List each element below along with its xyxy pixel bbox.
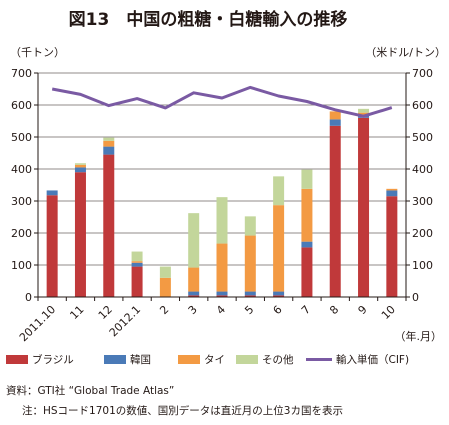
- bar-segment-korea: [273, 291, 285, 296]
- bar-segment-brazil: [216, 295, 228, 297]
- y-left-tick-label: 600: [11, 99, 32, 112]
- bar-segment-others: [216, 197, 228, 244]
- bar-segment-others: [103, 137, 115, 141]
- x-axis-unit: （年.月）: [395, 329, 443, 343]
- bar-segment-brazil: [103, 154, 115, 297]
- bar-segment-brazil: [188, 295, 200, 297]
- y-right-tick-label: 700: [412, 67, 433, 80]
- source-note: 資料：GTI社 “Global Trade Atlas”: [6, 384, 174, 397]
- chart-title: 図13 中国の粗糖・白糖輸入の推移: [69, 9, 348, 30]
- legend: ブラジル 韓国 タイ その他 輸入単価（CIF): [6, 353, 409, 366]
- bar-segment-others: [273, 176, 285, 206]
- y-left-tick-label: 100: [11, 259, 32, 272]
- bar-segment-korea: [244, 291, 256, 296]
- bar-segment-thailand: [358, 112, 370, 116]
- bar-segment-others: [159, 266, 171, 278]
- x-tick-label: 2: [157, 303, 171, 317]
- bar-segment-brazil: [386, 196, 398, 297]
- bar-segment-others: [358, 108, 370, 113]
- legend-swatch-thailand: [178, 355, 200, 364]
- y-right-tick-label: 400: [412, 163, 433, 176]
- x-tick-label: 2012.1: [107, 303, 143, 339]
- bar-segment-thailand: [244, 235, 256, 292]
- y-left-tick-label: 200: [11, 227, 32, 240]
- y-right-tick-label: 300: [412, 195, 433, 208]
- x-tick-label: 7: [299, 303, 313, 317]
- bar-segment-thailand: [216, 243, 228, 292]
- bar-segment-brazil: [301, 247, 313, 297]
- x-tick-label: 8: [327, 303, 341, 317]
- bar-segment-korea: [46, 190, 58, 196]
- legend-label: タイ: [204, 354, 225, 366]
- bar-segment-korea: [301, 241, 313, 248]
- y-right-tick-label: 600: [412, 99, 433, 112]
- y-left-tick-label: 0: [25, 291, 32, 304]
- price-line: [51, 85, 393, 118]
- legend-label: 輸入単価（CIF): [336, 353, 409, 366]
- bar-segment-korea: [386, 190, 398, 197]
- bar-segment-thailand: [103, 140, 115, 147]
- bar-segment-korea: [216, 291, 228, 296]
- legend-swatch-korea: [104, 355, 126, 364]
- left-axis-ticks: 0 100 200 300 400 500 600 700: [11, 67, 32, 304]
- legend-label: ブラジル: [32, 353, 74, 366]
- axes: [34, 72, 410, 301]
- bar-segment-thailand: [131, 261, 143, 263]
- bar-segment-thailand: [301, 188, 313, 242]
- bar-segment-others: [301, 169, 313, 189]
- bar-segment-brazil: [74, 172, 86, 297]
- x-tick-label: 11: [67, 303, 86, 322]
- footnote: 注：HSコード1701の数値、国別データは直近月の上位3カ国を表示: [22, 404, 343, 417]
- bar-segment-thailand: [74, 164, 86, 168]
- x-tick-label: 10: [379, 303, 398, 322]
- x-tick-label: 9: [356, 303, 370, 317]
- bar-segment-korea: [131, 262, 143, 267]
- y-right-tick-label: 500: [412, 131, 433, 144]
- bar-segment-others: [188, 213, 200, 268]
- bar-segment-brazil: [358, 117, 370, 297]
- bar-segment-korea: [74, 167, 86, 173]
- x-tick-label: 2011.10: [17, 303, 58, 344]
- y-left-tick-label: 300: [11, 195, 32, 208]
- bar-segment-brazil: [46, 195, 58, 297]
- y-left-tick-label: 700: [11, 67, 32, 80]
- bar-segment-korea: [188, 291, 200, 296]
- bar-segment-thailand: [188, 267, 200, 292]
- y-left-tick-label: 400: [11, 163, 32, 176]
- right-axis-unit: （米ドル/トン）: [365, 46, 446, 59]
- left-axis-unit: （千トン）: [10, 46, 65, 59]
- x-tick-label: 6: [271, 303, 285, 317]
- bar-segment-brazil: [329, 125, 341, 297]
- price-line-series: [51, 85, 393, 118]
- x-tick-label: 12: [96, 303, 115, 322]
- x-tick-label: 5: [242, 303, 256, 317]
- legend-label: 韓国: [130, 354, 151, 366]
- right-axis-ticks: 0 100 200 300 400 500 600 700: [412, 67, 433, 304]
- x-tick-label: 3: [186, 303, 200, 317]
- bar-segment-brazil: [273, 295, 285, 297]
- legend-label: その他: [262, 353, 294, 366]
- legend-swatch-brazil: [6, 355, 28, 364]
- y-right-tick-label: 100: [412, 259, 433, 272]
- y-left-tick-label: 500: [11, 131, 32, 144]
- bar-segment-thailand: [273, 205, 285, 292]
- bar-segment-others: [131, 251, 143, 262]
- y-right-tick-label: 200: [412, 227, 433, 240]
- bar-segment-brazil: [244, 295, 256, 297]
- legend-swatch-others: [236, 355, 258, 364]
- bar-series: [46, 108, 398, 297]
- bar-segment-thailand: [159, 277, 171, 297]
- x-tick-label: 4: [214, 303, 228, 317]
- bar-segment-brazil: [131, 266, 143, 297]
- bar-segment-thailand: [386, 188, 398, 191]
- bar-segment-thailand: [329, 111, 341, 120]
- bar-segment-korea: [103, 146, 115, 155]
- bar-segment-others: [74, 163, 86, 165]
- bar-segment-korea: [329, 119, 341, 126]
- bar-segment-others: [244, 216, 256, 236]
- y-right-tick-label: 0: [412, 291, 419, 304]
